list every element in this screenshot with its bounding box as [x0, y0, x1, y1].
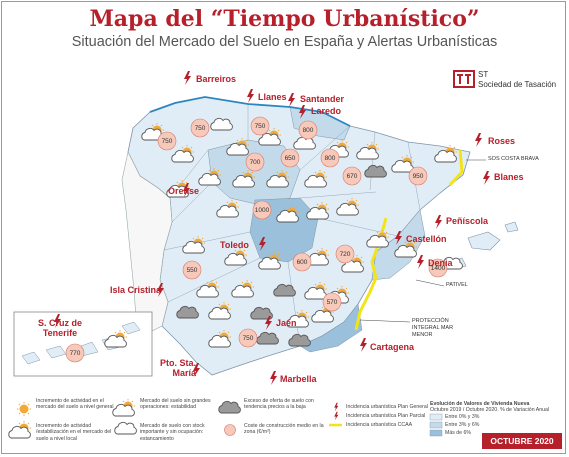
label-blanes: Blanes: [494, 172, 524, 182]
label-denia: Denia: [428, 258, 453, 268]
cost-marker-circle: [157, 131, 177, 151]
date-badge: OCTUBRE 2020: [482, 433, 562, 449]
cost-value: 750: [162, 138, 173, 145]
cost-value: 770: [70, 350, 81, 357]
cantabrian-coast-line: [149, 96, 351, 127]
note-pativel: PATIVEL: [446, 282, 468, 288]
cost-marker-circle: [250, 116, 270, 136]
label-castellon: Castellón: [406, 234, 447, 244]
cost-marker-circle: [335, 244, 355, 264]
cost-value: 800: [325, 155, 336, 162]
cost-marker-circle: [238, 328, 258, 348]
label-laredo: Laredo: [311, 106, 342, 116]
page-subtitle: Situación del Mercado del Suelo en Españ…: [71, 34, 498, 50]
label-peniscola: Peñíscola: [446, 216, 489, 226]
legend-range-3: Más de 6%: [445, 430, 471, 436]
cost-value: 800: [303, 127, 314, 134]
cost-marker-circle: [252, 200, 272, 220]
legend-range-2: Entre 3% y 6%: [445, 422, 480, 428]
cost-marker-circle: [65, 343, 85, 363]
cost-value: 570: [327, 299, 338, 306]
legend-cloud-stock: Mercado de suelo con stock importante y …: [140, 423, 205, 442]
label-roses: Roses: [488, 136, 516, 146]
label-orense: Orense: [168, 186, 200, 196]
cost-marker-circle: [182, 260, 202, 280]
cost-marker-circle: [280, 148, 300, 168]
label-isla-cristina: Isla Cristina: [110, 285, 162, 295]
legend-alert-partial: Incidencia urbanística Plan Parcial: [346, 413, 426, 419]
cost-marker-circle: [298, 120, 318, 140]
company-logo: ST Sociedad de Tasación: [453, 70, 565, 92]
label-pto-sta-maria: Pto. Sta. María: [160, 358, 197, 378]
cost-value: 1400: [431, 265, 446, 272]
cost-marker-circle: [245, 152, 265, 172]
cost-marker-circle: [320, 148, 340, 168]
cost-value: 670: [347, 173, 358, 180]
cost-markers: [65, 116, 448, 363]
note-leaders: [359, 159, 486, 323]
ccaa-incidence-line-catalonia: [448, 149, 464, 187]
cost-value: 750: [243, 335, 254, 342]
note-sos-costa-brava: SOS COSTA BRAVA: [488, 156, 539, 162]
legend-icons: [9, 399, 443, 438]
logo-mark: ST: [478, 70, 489, 79]
cost-value: 950: [413, 173, 424, 180]
cost-marker-circle: [190, 118, 210, 138]
page-title: Mapa del “Tiempo Urbanístico”: [89, 6, 480, 32]
legend-evolution-subtitle: Octubre 2019 / Octubre 2020. % de Variac…: [430, 407, 550, 413]
balearic-islands: [451, 221, 519, 269]
label-tenerife: S. Cruz de Tenerife: [37, 318, 82, 338]
cost-value: 700: [250, 159, 261, 166]
label-santander: Santander: [300, 94, 345, 104]
cost-value: 600: [297, 259, 308, 266]
cost-marker-circle: [428, 258, 448, 278]
cost-value: 650: [285, 155, 296, 162]
legend-alert-general: Incidencia urbanística Plan General: [346, 404, 428, 410]
cost-value: 720: [340, 251, 351, 258]
legend-sun-general: Incremento de actividad en el mercado de…: [36, 398, 114, 411]
note-proteccion-mar-menor: PROTECCIÓN INTEGRAL MAR MENOR: [412, 318, 454, 338]
label-jaen: Jaén: [276, 318, 297, 328]
spain-mainland: [127, 96, 471, 376]
cost-value: 750: [195, 125, 206, 132]
legend-sun-local: Incremento de actividad /estabilización …: [36, 423, 112, 442]
label-llanes: Llanes: [258, 92, 287, 102]
legend-storm: Exceso de oferta de suelo con tendencia …: [244, 398, 314, 411]
legend-evolution-title: Evolución de Valores de Vivienda Nueva: [430, 401, 530, 407]
st-logo-icon: [453, 70, 475, 88]
label-barreiros: Barreiros: [196, 74, 237, 84]
cost-marker-circle: [342, 166, 362, 186]
cost-value: 550: [187, 267, 198, 274]
label-marbella: Marbella: [280, 374, 317, 384]
cost-marker-circle: [322, 292, 342, 312]
cost-marker-circle: [408, 166, 428, 186]
cost-marker-circle: [292, 252, 312, 272]
legend-cost: Coste de construcción medio en la zona (…: [244, 423, 324, 436]
legend-range-1: Entre 0% y 3%: [445, 414, 480, 420]
label-cartagena: Cartagena: [370, 342, 415, 352]
cost-values: 750 750 750 800 800 700 650 670 950 1000…: [70, 123, 446, 357]
logo-name: Sociedad de Tasación: [478, 80, 557, 89]
legend-cloud-stable: Mercado del suelo sin grandes operacione…: [140, 398, 211, 411]
label-toledo: Toledo: [220, 240, 249, 250]
cost-value: 1000: [255, 207, 270, 214]
cost-value: 750: [255, 123, 266, 130]
legend-alert-ccaa: Incidencia urbanística CCAA: [346, 422, 413, 428]
